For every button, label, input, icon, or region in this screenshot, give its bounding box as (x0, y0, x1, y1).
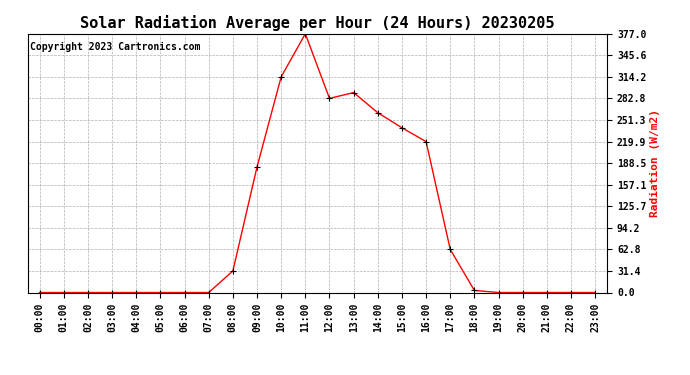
Text: Copyright 2023 Cartronics.com: Copyright 2023 Cartronics.com (30, 42, 201, 51)
Title: Solar Radiation Average per Hour (24 Hours) 20230205: Solar Radiation Average per Hour (24 Hou… (80, 15, 555, 31)
Y-axis label: Radiation (W/m2): Radiation (W/m2) (651, 109, 660, 217)
